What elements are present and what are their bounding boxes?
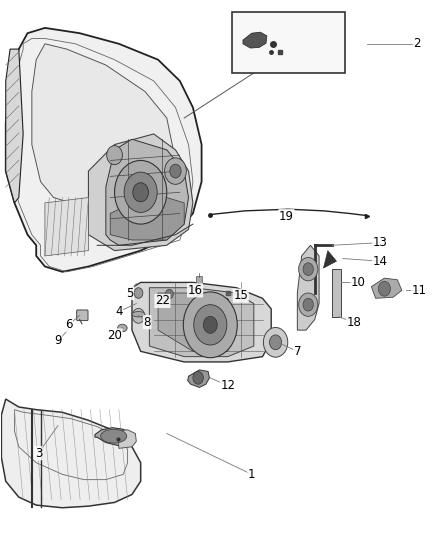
- Text: 14: 14: [373, 255, 388, 268]
- Ellipse shape: [117, 324, 127, 332]
- Circle shape: [203, 317, 217, 333]
- Polygon shape: [88, 134, 193, 251]
- Polygon shape: [1, 399, 141, 508]
- Polygon shape: [106, 139, 188, 245]
- Circle shape: [299, 257, 318, 281]
- Text: 1: 1: [248, 468, 255, 481]
- Circle shape: [165, 158, 186, 184]
- Circle shape: [132, 309, 145, 323]
- Bar: [332, 269, 341, 317]
- Circle shape: [303, 263, 314, 276]
- FancyBboxPatch shape: [77, 310, 88, 320]
- Text: 15: 15: [233, 289, 248, 302]
- Text: 9: 9: [54, 334, 62, 347]
- Polygon shape: [45, 198, 88, 256]
- Ellipse shape: [101, 429, 127, 443]
- Text: 10: 10: [351, 276, 366, 289]
- Polygon shape: [158, 293, 237, 351]
- Text: 4: 4: [115, 305, 123, 318]
- Bar: [232, 12, 345, 73]
- Text: 12: 12: [220, 379, 235, 392]
- Polygon shape: [297, 245, 319, 330]
- Text: 19: 19: [279, 209, 294, 223]
- Text: 16: 16: [187, 284, 202, 297]
- Polygon shape: [110, 198, 184, 240]
- Polygon shape: [243, 32, 267, 48]
- Text: 3: 3: [35, 447, 42, 459]
- Text: 13: 13: [373, 236, 388, 249]
- Circle shape: [166, 289, 173, 299]
- Circle shape: [133, 183, 148, 202]
- Polygon shape: [371, 278, 402, 298]
- Polygon shape: [95, 427, 134, 446]
- Polygon shape: [187, 370, 209, 387]
- Text: 8: 8: [144, 316, 151, 329]
- Text: 5: 5: [126, 287, 134, 300]
- Circle shape: [269, 335, 282, 350]
- Text: 2: 2: [413, 37, 421, 50]
- Circle shape: [107, 146, 122, 165]
- Polygon shape: [6, 28, 201, 272]
- Circle shape: [299, 293, 318, 317]
- Polygon shape: [6, 49, 23, 203]
- Text: 20: 20: [107, 329, 122, 342]
- Text: 7: 7: [293, 345, 301, 358]
- Text: 11: 11: [412, 284, 427, 297]
- Polygon shape: [149, 288, 254, 357]
- Circle shape: [134, 288, 143, 298]
- Text: 18: 18: [346, 316, 361, 329]
- Ellipse shape: [132, 312, 145, 317]
- Circle shape: [303, 298, 314, 311]
- Polygon shape: [323, 251, 336, 268]
- Polygon shape: [118, 430, 136, 448]
- Circle shape: [184, 292, 237, 358]
- Circle shape: [115, 160, 167, 224]
- Circle shape: [263, 327, 288, 357]
- Polygon shape: [32, 44, 176, 208]
- Circle shape: [378, 281, 391, 296]
- Circle shape: [193, 372, 203, 384]
- Polygon shape: [132, 282, 271, 362]
- Text: 22: 22: [155, 294, 170, 308]
- FancyBboxPatch shape: [196, 277, 202, 284]
- Text: 6: 6: [65, 318, 73, 332]
- Circle shape: [194, 305, 227, 345]
- Circle shape: [124, 172, 157, 213]
- Circle shape: [170, 164, 181, 178]
